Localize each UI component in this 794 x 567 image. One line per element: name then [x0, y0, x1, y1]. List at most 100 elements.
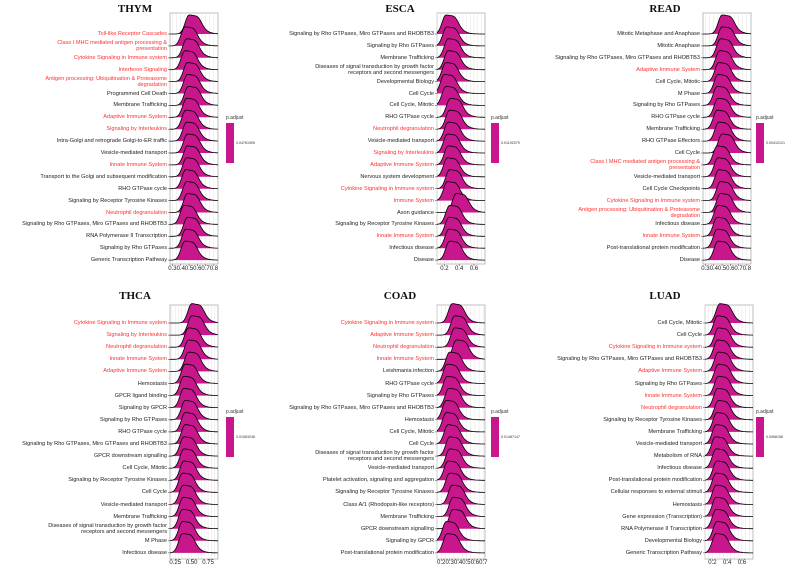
ridge-outline — [169, 521, 218, 542]
ridge-outline — [703, 74, 752, 94]
ridge-outline — [436, 204, 485, 225]
pathway-label: Innate Immune System — [109, 161, 167, 168]
ridge-outline — [703, 204, 752, 225]
ridge-outline — [169, 375, 219, 396]
x-tick-label: 0.4 — [453, 560, 463, 566]
ridge-fill — [170, 38, 218, 58]
ridge-outline — [169, 508, 218, 530]
pathway-label: RNA Polymerase II Transcription — [621, 525, 702, 532]
ridge-fill — [703, 38, 751, 58]
ridge-outline — [170, 145, 219, 166]
pathway-label: Cytokine Signaling in Immune system — [73, 319, 167, 326]
ridge-outline — [436, 121, 485, 142]
x-tick-label: 0.75 — [202, 560, 214, 566]
pathway-label: Cell Cycle — [141, 489, 167, 496]
ridge-outline — [436, 400, 485, 421]
ridge-outline — [436, 157, 485, 178]
x-tick-label: 0.7 — [201, 266, 210, 272]
ridge-outline — [170, 50, 219, 71]
legend-colorbar — [226, 123, 234, 163]
legend-title: p.adjust — [226, 409, 244, 415]
ridge-outline — [169, 533, 218, 554]
ridge-outline — [703, 97, 752, 118]
ridge-fill — [170, 157, 218, 177]
ridge-fill — [437, 193, 485, 213]
pathway-label: Hemostasis — [672, 501, 702, 508]
ridge-outline — [704, 412, 753, 433]
ridge-fill — [703, 62, 751, 82]
pathway-label: Mitotic Anaphase — [657, 42, 700, 49]
pathway-label: Signaling by Rho GTPases, Miro GTPases a… — [22, 221, 167, 228]
ridge-outline — [170, 327, 218, 348]
x-tick-label: 0.3 — [445, 560, 454, 566]
x-tick-label: 0.3 — [701, 266, 710, 272]
ridge-fill — [703, 181, 751, 201]
ridge-outline — [702, 145, 752, 166]
pathway-label: Signaling by Rho GTPases — [99, 416, 167, 423]
pathway-label: Antigen processing: Ubiquitination & Pro… — [45, 75, 167, 88]
ridge-fill — [705, 533, 753, 553]
pathway-label: Mitotic Metaphase and Anaphase — [617, 30, 700, 37]
x-tick-label: 0.4 — [709, 266, 718, 272]
panel-read — [701, 12, 752, 266]
legend-title: p.adjust — [491, 409, 509, 415]
ridge-fill — [170, 98, 218, 118]
ridge-outline — [436, 133, 485, 154]
pathway-label: Signaling by Receptor Tyrosine Kinases — [68, 477, 167, 484]
ridge-fill — [170, 327, 218, 348]
ridge-outline — [169, 472, 218, 493]
ridge-outline — [704, 436, 753, 457]
ridge-outline — [169, 460, 219, 481]
x-tick-label: 0.4 — [454, 266, 464, 272]
ridge-outline — [436, 472, 485, 493]
ridge-outline — [436, 388, 485, 409]
pathway-label: Adaptive Immune System — [638, 368, 702, 375]
ridge-outline — [703, 62, 751, 82]
pathway-label: Cell Cycle, Mitotic — [657, 319, 702, 326]
ridge-outline — [704, 400, 753, 421]
pathway-label: Neutrophil degranulation — [373, 126, 434, 133]
pathway-label: Platelet activation, signaling and aggre… — [322, 477, 434, 484]
ridge-fill — [170, 388, 218, 408]
pathway-label: RHO GTPase cycle — [385, 114, 434, 121]
panel-title: COAD — [383, 290, 417, 302]
ridge-fill — [703, 86, 751, 106]
ridge-outline — [703, 169, 751, 190]
panel-luad — [703, 303, 754, 561]
ridge-outline — [436, 74, 485, 94]
pathway-label: Diseases of signal transduction by growt… — [48, 522, 167, 535]
ridge-outline — [170, 169, 218, 190]
pathway-label: Post-translational protein modification — [606, 245, 700, 252]
ridge-outline — [704, 363, 753, 384]
ridge-fill — [170, 145, 218, 165]
pathway-label: Membrane Trafficking — [113, 513, 167, 520]
x-tick-label: 0.5 — [184, 266, 194, 272]
pathway-label: Adaptive Immune System — [370, 161, 434, 168]
pathway-label: Vesicle-mediated transport — [367, 465, 434, 472]
pathway-label: Class I MHC mediated antigen processing … — [590, 158, 700, 171]
ridge-outline — [704, 460, 753, 481]
ridge-fill — [437, 473, 485, 493]
ridge-outline — [170, 26, 219, 47]
ridge-fill — [170, 181, 218, 201]
pathway-label: Membrane Trafficking — [380, 513, 434, 520]
pathway-label: Cell Cycle, Mitotic — [655, 78, 700, 85]
legend-title: p.adjust — [491, 115, 509, 121]
pathway-label: Cellular responses to external stimuli — [610, 489, 702, 496]
pathway-label: Cell Cycle, Mitotic — [389, 102, 434, 109]
pathway-label: Axon guidance — [396, 209, 434, 216]
ridge-outline — [169, 436, 219, 457]
pathway-label: Gene expression (Transcription) — [622, 513, 702, 520]
ridge-outline — [436, 436, 485, 457]
ridge-outline — [704, 387, 753, 409]
ridge-outline — [702, 216, 752, 237]
pathway-label: Signaling by Receptor Tyrosine Kinases — [335, 489, 434, 496]
x-tick-label: 0.6 — [470, 560, 480, 566]
pathway-label: Transport to the Golgi and subsequent mo… — [40, 173, 167, 180]
pathway-label: Signaling by Rho GTPases — [632, 102, 700, 109]
pathway-label: Membrane Trafficking — [113, 102, 167, 109]
legend-title: p.adjust — [756, 115, 774, 121]
ridge-outline — [436, 26, 485, 47]
pathway-label: Membrane Trafficking — [646, 126, 700, 133]
legend-value: 0.01192079 — [501, 141, 520, 145]
